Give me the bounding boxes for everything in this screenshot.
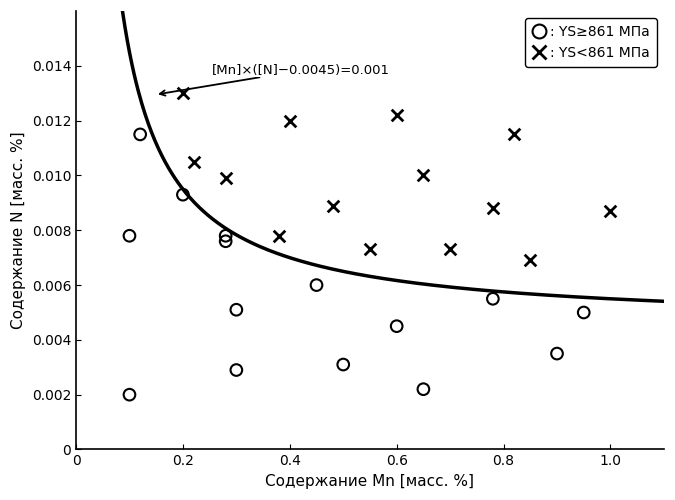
Point bbox=[124, 390, 135, 398]
Point bbox=[124, 232, 135, 240]
Legend: : YS≥861 МПа, : YS<861 МПа: : YS≥861 МПа, : YS<861 МПа bbox=[525, 18, 657, 67]
Point bbox=[284, 116, 295, 124]
Point bbox=[220, 238, 231, 246]
Point bbox=[551, 350, 562, 358]
Point bbox=[509, 130, 520, 138]
Point bbox=[578, 308, 589, 316]
Point bbox=[418, 172, 429, 179]
Text: [Mn]×([N]−0.0045)=0.001: [Mn]×([N]−0.0045)=0.001 bbox=[160, 64, 390, 96]
Point bbox=[231, 366, 242, 374]
Point bbox=[231, 306, 242, 314]
Point bbox=[487, 295, 498, 303]
Point bbox=[392, 322, 402, 330]
Point bbox=[338, 360, 348, 368]
Point bbox=[220, 174, 231, 182]
Point bbox=[392, 111, 402, 119]
Point bbox=[135, 130, 146, 138]
Y-axis label: Содержание N [масс. %]: Содержание N [масс. %] bbox=[11, 132, 26, 329]
Point bbox=[220, 232, 231, 240]
Point bbox=[273, 232, 284, 240]
Point bbox=[445, 246, 456, 254]
Point bbox=[327, 202, 338, 209]
Point bbox=[487, 204, 498, 212]
Point bbox=[178, 190, 188, 198]
Point bbox=[364, 246, 375, 254]
Point bbox=[605, 207, 616, 215]
X-axis label: Содержание Mn [масс. %]: Содержание Mn [масс. %] bbox=[265, 474, 475, 489]
Point bbox=[311, 281, 322, 289]
Point bbox=[178, 90, 188, 98]
Point bbox=[525, 256, 536, 264]
Point bbox=[418, 385, 429, 393]
Point bbox=[188, 158, 199, 166]
